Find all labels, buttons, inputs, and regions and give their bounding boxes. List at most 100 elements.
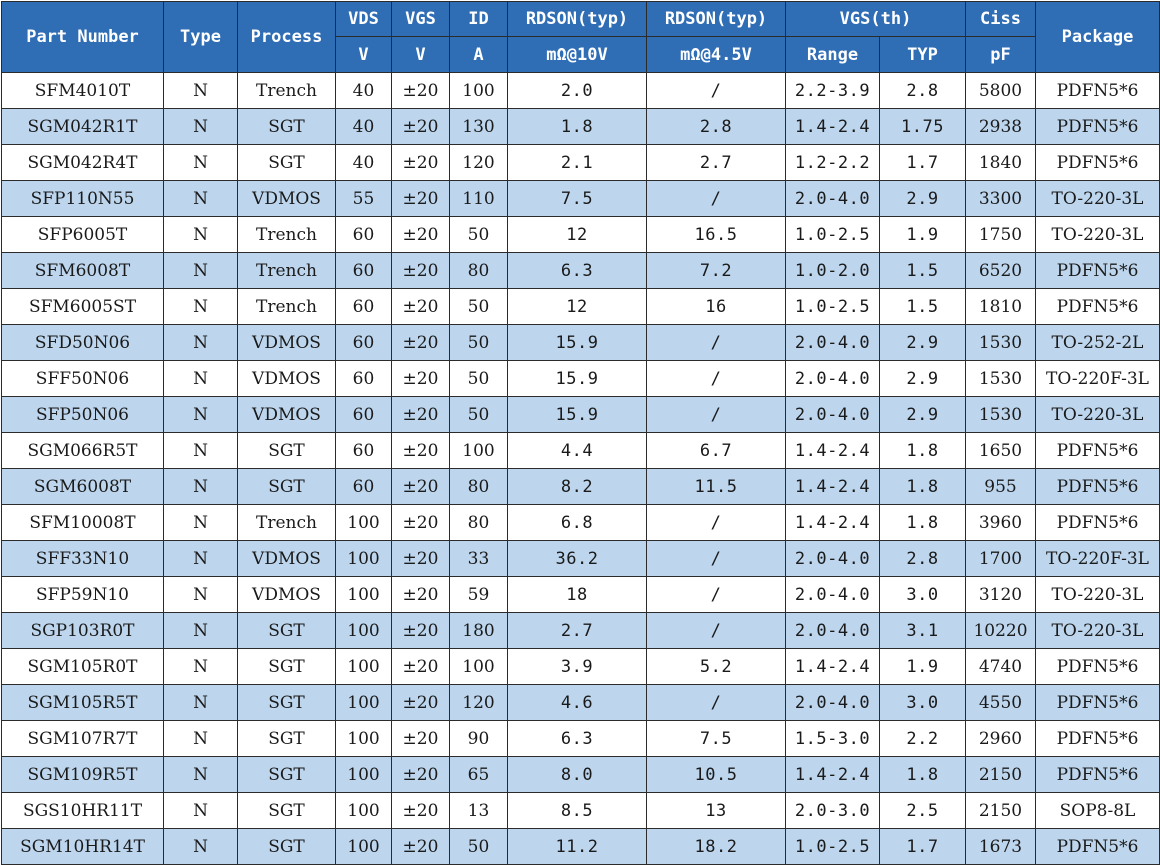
- cell-vgs: ±20: [391, 684, 450, 721]
- cell-id: 100: [449, 648, 508, 685]
- cell-vgs-th-typ: 1.9: [879, 216, 966, 253]
- cell-id: 50: [449, 396, 508, 433]
- cell-rdson-10v: 2.7: [507, 612, 647, 649]
- cell-vgs-th-range: 1.4-2.4: [785, 468, 880, 505]
- cell-type: N: [163, 360, 238, 397]
- cell-vgs-th-range: 2.0-4.0: [785, 360, 880, 397]
- cell-rdson-4-5v: 13: [646, 792, 786, 829]
- table-row: SFM4010T N Trench 40 ±20 100 2.0/2.2-3.9 2.8 580…: [1, 72, 1160, 109]
- cell-rdson-4-5v: 7.5: [646, 720, 786, 757]
- cell-part-number: SFP59N10: [1, 576, 164, 613]
- col-header-id: ID: [449, 1, 508, 37]
- cell-type: N: [163, 288, 238, 325]
- cell-part-number: SFP6005T: [1, 216, 164, 253]
- cell-rdson-10v: 6.3: [507, 720, 647, 757]
- cell-vds: 40: [335, 144, 392, 181]
- table-row: SGP103R0T N SGT 100 ±20 180 2.7/2.0-4.0 3.1 1022…: [1, 612, 1160, 649]
- cell-ciss: 1530: [965, 360, 1036, 397]
- cell-part-number: SFD50N06: [1, 324, 164, 361]
- cell-rdson-4-5v: 10.5: [646, 756, 786, 793]
- cell-vgs-th-range: 1.5-3.0: [785, 720, 880, 757]
- cell-id: 180: [449, 612, 508, 649]
- cell-process: Trench: [237, 216, 336, 253]
- cell-rdson-4-5v: /: [646, 684, 786, 721]
- cell-vgs-th-range: 1.0-2.5: [785, 288, 880, 325]
- cell-rdson-4-5v: /: [646, 504, 786, 541]
- cell-rdson-4-5v: /: [646, 324, 786, 361]
- unit-vds: V: [335, 36, 392, 73]
- cell-vgs-th-typ: 2.9: [879, 396, 966, 433]
- table-row: SFP110N55 N VDMOS 55 ±20 110 7.5/2.0-4.0 2.9 330…: [1, 180, 1160, 217]
- cell-vgs-th-range: 1.0-2.5: [785, 216, 880, 253]
- table-row: SFF50N06 N VDMOS 60 ±20 50 15.9/2.0-4.0 2.9 1530…: [1, 360, 1160, 397]
- cell-vds: 60: [335, 432, 392, 469]
- cell-rdson-4-5v: /: [646, 396, 786, 433]
- cell-rdson-4-5v: 6.7: [646, 432, 786, 469]
- cell-id: 90: [449, 720, 508, 757]
- cell-process: Trench: [237, 252, 336, 289]
- cell-vds: 60: [335, 360, 392, 397]
- table-body: SFM4010T N Trench 40 ±20 100 2.0/2.2-3.9 2.8 580…: [1, 72, 1160, 865]
- cell-vgs-th-range: 2.0-4.0: [785, 180, 880, 217]
- cell-rdson-10v: 12: [507, 216, 647, 253]
- cell-type: N: [163, 252, 238, 289]
- table-row: SGM105R5T N SGT 100 ±20 120 4.6/2.0-4.0 3.0 4550…: [1, 684, 1160, 721]
- cell-part-number: SGS10HR11T: [1, 792, 164, 829]
- cell-vgs: ±20: [391, 828, 450, 865]
- cell-vgs-th-range: 1.4-2.4: [785, 756, 880, 793]
- cell-vgs-th-range: 1.0-2.5: [785, 828, 880, 865]
- table-row: SGM042R4T N SGT 40 ±20 120 2.1 2.7 1.2-2.2 1.7 184…: [1, 144, 1160, 181]
- table-row: SGM042R1T N SGT 40 ±20 130 1.8 2.8 1.4-2.4 1.75 29…: [1, 108, 1160, 145]
- table-row: SFM6008T N Trench 60 ±20 80 6.3 7.2 1.0-2.0 1.5 65…: [1, 252, 1160, 289]
- cell-vgs-th-typ: 2.9: [879, 360, 966, 397]
- cell-rdson-4-5v: /: [646, 576, 786, 613]
- cell-package: PDFN5*6: [1035, 828, 1160, 865]
- cell-vgs: ±20: [391, 648, 450, 685]
- cell-rdson-10v: 7.5: [507, 180, 647, 217]
- cell-part-number: SFP50N06: [1, 396, 164, 433]
- cell-ciss: 10220: [965, 612, 1036, 649]
- cell-vgs-th-range: 2.0-4.0: [785, 324, 880, 361]
- cell-vgs-th-range: 1.0-2.0: [785, 252, 880, 289]
- cell-package: PDFN5*6: [1035, 144, 1160, 181]
- cell-rdson-10v: 8.0: [507, 756, 647, 793]
- table-row: SFP50N06 N VDMOS 60 ±20 50 15.9/2.0-4.0 2.9 1530…: [1, 396, 1160, 433]
- col-header-package: Package: [1035, 1, 1160, 73]
- cell-rdson-10v: 36.2: [507, 540, 647, 577]
- table-row: SFF33N10 N VDMOS 100 ±20 33 36.2/2.0-4.0 2.8 170…: [1, 540, 1160, 577]
- cell-vds: 100: [335, 540, 392, 577]
- cell-vds: 60: [335, 252, 392, 289]
- cell-ciss: 1530: [965, 324, 1036, 361]
- cell-rdson-10v: 15.9: [507, 360, 647, 397]
- cell-package: TO-220-3L: [1035, 396, 1160, 433]
- cell-process: VDMOS: [237, 324, 336, 361]
- cell-part-number: SGM107R7T: [1, 720, 164, 757]
- table-row: SFM10008T N Trench 100 ±20 80 6.8/1.4-2.4 1.8 39…: [1, 504, 1160, 541]
- cell-id: 50: [449, 828, 508, 865]
- cell-rdson-10v: 8.2: [507, 468, 647, 505]
- cell-id: 80: [449, 504, 508, 541]
- cell-vds: 100: [335, 612, 392, 649]
- cell-vds: 60: [335, 216, 392, 253]
- cell-package: TO-220-3L: [1035, 612, 1160, 649]
- cell-type: N: [163, 648, 238, 685]
- cell-part-number: SFM10008T: [1, 504, 164, 541]
- cell-rdson-4-5v: 2.8: [646, 108, 786, 145]
- cell-vds: 100: [335, 792, 392, 829]
- cell-id: 50: [449, 288, 508, 325]
- cell-vds: 60: [335, 288, 392, 325]
- cell-process: SGT: [237, 468, 336, 505]
- cell-id: 50: [449, 324, 508, 361]
- cell-ciss: 1673: [965, 828, 1036, 865]
- table-row: SGM10HR14T N SGT 100 ±20 50 11.2 18.2 1.0-2.5 1.7…: [1, 828, 1160, 865]
- col-header-process: Process: [237, 1, 336, 73]
- cell-type: N: [163, 108, 238, 145]
- cell-package: SOP8-8L: [1035, 792, 1160, 829]
- cell-vgs: ±20: [391, 792, 450, 829]
- cell-ciss: 3120: [965, 576, 1036, 613]
- cell-package: PDFN5*6: [1035, 720, 1160, 757]
- cell-rdson-10v: 4.4: [507, 432, 647, 469]
- unit-vgs: V: [391, 36, 450, 73]
- table-header: Part Number Type Process VDS VGS ID RDSO…: [1, 1, 1160, 73]
- cell-vgs: ±20: [391, 252, 450, 289]
